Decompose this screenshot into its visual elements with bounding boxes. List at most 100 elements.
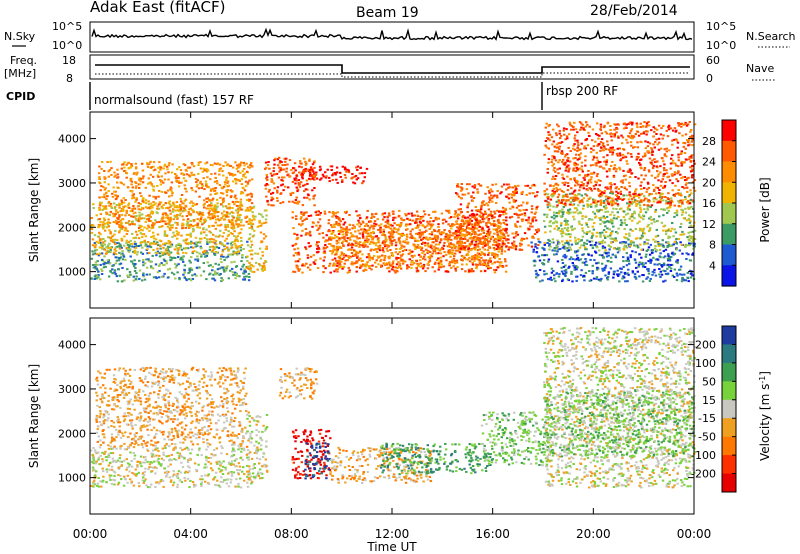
range-cell <box>413 214 416 217</box>
range-cell <box>233 203 236 206</box>
range-cell <box>178 181 181 184</box>
range-cell <box>486 215 490 218</box>
range-cell <box>97 224 101 226</box>
range-cell <box>113 238 117 241</box>
range-cell <box>309 172 312 175</box>
range-cell <box>633 210 636 213</box>
range-cell <box>325 234 328 237</box>
range-cell <box>353 182 357 185</box>
range-cell <box>167 164 171 167</box>
range-cell <box>364 231 368 234</box>
range-cell <box>322 236 325 239</box>
range-cell <box>223 181 227 184</box>
range-cell <box>377 237 380 240</box>
range-cell <box>603 246 607 249</box>
range-cell <box>350 235 353 238</box>
range-cell <box>576 242 579 245</box>
range-cell <box>345 229 349 232</box>
range-cell <box>421 231 424 234</box>
range-cell <box>458 235 461 238</box>
range-cell <box>671 222 674 224</box>
range-cell <box>133 171 136 174</box>
range-cell <box>331 179 334 181</box>
range-cell <box>463 241 467 244</box>
range-cell <box>181 172 185 175</box>
range-cell <box>621 277 624 280</box>
range-cell <box>378 224 381 227</box>
range-cell <box>679 265 683 268</box>
range-cell <box>645 250 648 252</box>
range-cell <box>341 267 344 270</box>
range-cell <box>291 172 295 175</box>
range-cell <box>241 265 244 268</box>
range-cell <box>461 233 464 236</box>
range-cell <box>168 200 171 203</box>
range-cell <box>200 216 203 219</box>
range-cell <box>327 230 330 233</box>
range-cell <box>675 209 679 212</box>
range-cell <box>313 187 316 189</box>
range-cell <box>276 189 279 192</box>
range-cell <box>458 213 461 216</box>
range-cell <box>309 173 312 176</box>
range-cell <box>437 217 440 220</box>
range-cell <box>101 270 104 272</box>
range-cell <box>103 177 106 180</box>
range-cell <box>113 171 116 174</box>
range-cell <box>102 185 105 188</box>
range-cell <box>208 213 211 216</box>
range-cell <box>185 233 189 236</box>
range-cell <box>296 190 299 193</box>
range-cell <box>194 190 197 193</box>
range-cell <box>373 225 377 227</box>
range-cell <box>142 175 145 178</box>
range-cell <box>165 191 168 194</box>
range-cell <box>234 251 237 254</box>
range-cell <box>152 224 156 226</box>
range-cell <box>175 264 178 267</box>
range-cell <box>404 224 408 227</box>
range-cell <box>239 221 243 224</box>
range-cell <box>466 206 469 209</box>
range-cell <box>281 164 284 167</box>
range-cell <box>485 216 489 219</box>
range-cell <box>604 231 608 234</box>
range-cell <box>396 270 399 273</box>
range-cell <box>315 214 318 216</box>
range-cell <box>129 273 132 276</box>
range-cell <box>202 222 205 224</box>
range-cell <box>116 173 119 176</box>
range-cell <box>147 224 150 227</box>
range-cell <box>398 247 402 250</box>
range-cell <box>468 260 472 263</box>
range-cell <box>153 240 156 243</box>
range-cell <box>295 202 298 205</box>
range-cell <box>534 211 538 214</box>
range-cell <box>350 252 354 254</box>
range-cell <box>513 240 516 243</box>
range-cell <box>394 228 397 231</box>
range-cell <box>419 259 422 262</box>
range-cell <box>477 209 480 212</box>
range-cell <box>549 245 552 248</box>
range-cell <box>533 259 536 262</box>
range-cell <box>647 272 651 275</box>
range-cell <box>378 246 382 249</box>
range-cell <box>403 245 406 248</box>
range-cell <box>623 245 626 248</box>
range-cell <box>483 217 486 220</box>
range-cell <box>265 183 268 185</box>
range-cell <box>216 272 219 275</box>
range-cell <box>235 197 238 200</box>
range-cell <box>289 192 292 195</box>
range-cell <box>502 219 505 221</box>
range-cell <box>493 212 497 215</box>
range-cell <box>575 207 578 210</box>
range-cell <box>382 233 386 236</box>
range-cell <box>150 166 153 169</box>
range-cell <box>426 242 430 245</box>
range-cell <box>206 185 209 188</box>
range-cell <box>684 245 687 248</box>
range-cell <box>467 202 470 205</box>
range-cell <box>129 189 132 192</box>
